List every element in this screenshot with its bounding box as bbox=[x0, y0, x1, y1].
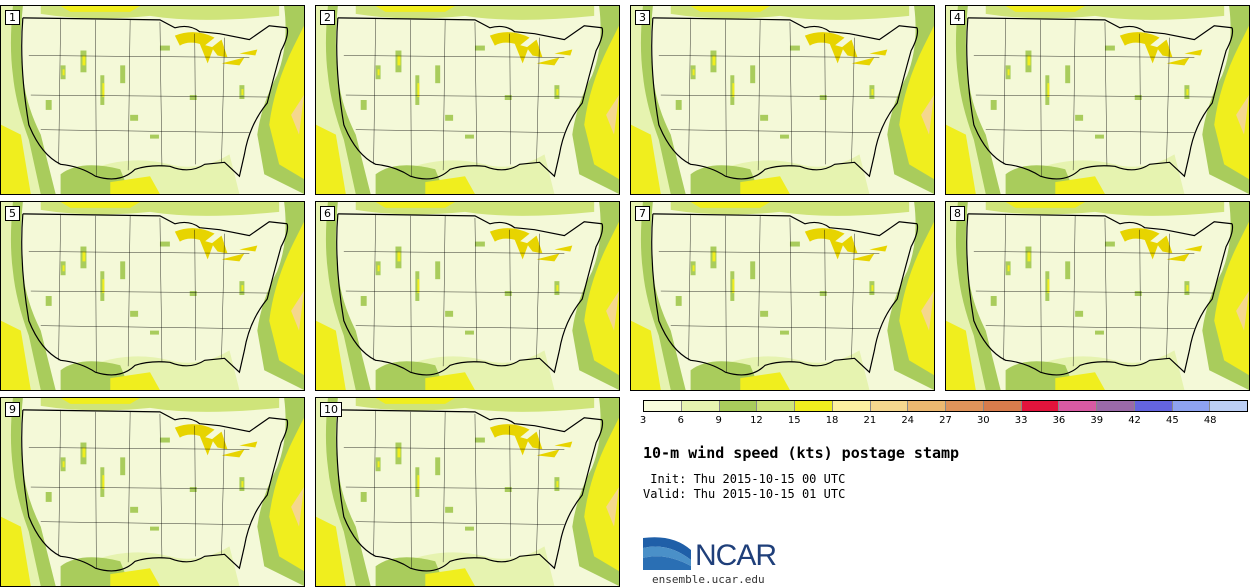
stamp-panel-4: 4 bbox=[945, 5, 1250, 195]
colorbar-tick-label: 42 bbox=[1128, 415, 1141, 426]
colorbar-segment bbox=[831, 401, 870, 411]
ensemble-url: ensemble.ucar.edu bbox=[652, 573, 765, 586]
colorbar-segment bbox=[907, 401, 945, 411]
colorbar-segment bbox=[1133, 401, 1172, 411]
member-label: 3 bbox=[635, 10, 650, 25]
wind-speed-map bbox=[1, 202, 304, 390]
colorbar-tick-label: 3 bbox=[639, 415, 647, 426]
ncar-logo-text: NCAR bbox=[695, 539, 777, 572]
member-label: 7 bbox=[635, 206, 650, 221]
colorbar-segment bbox=[1171, 401, 1210, 411]
colorbar-segment bbox=[718, 401, 757, 411]
wind-speed-map bbox=[316, 6, 619, 194]
colorbar-tick-label: 36 bbox=[1052, 415, 1066, 426]
colorbar-tick-label: 21 bbox=[863, 415, 877, 426]
stamp-panel-2: 2 bbox=[315, 5, 620, 195]
colorbar-segment bbox=[869, 401, 908, 411]
init-time: Init: Thu 2015-10-15 00 UTC bbox=[643, 472, 846, 486]
colorbar-tick-label: 45 bbox=[1166, 415, 1179, 426]
colorbar-tick-label: 12 bbox=[750, 415, 763, 426]
ncar-logo-icon bbox=[643, 537, 691, 570]
colorbar-segment bbox=[1209, 401, 1247, 411]
member-label: 8 bbox=[950, 206, 965, 221]
stamp-panel-8: 8 bbox=[945, 201, 1250, 391]
stamp-panel-9: 9 bbox=[0, 397, 305, 587]
colorbar-segment bbox=[945, 401, 983, 411]
member-label: 4 bbox=[950, 10, 965, 25]
member-label: 6 bbox=[320, 206, 335, 221]
colorbar-tick-label: 27 bbox=[939, 415, 952, 426]
colorbar-tick-label: 9 bbox=[715, 415, 722, 426]
colorbar-segment bbox=[756, 401, 794, 411]
colorbar-segment bbox=[1020, 401, 1059, 411]
member-label: 9 bbox=[5, 402, 20, 417]
member-label: 5 bbox=[5, 206, 20, 221]
colorbar-segment bbox=[982, 401, 1021, 411]
colorbar-tick-label: 15 bbox=[787, 415, 801, 426]
valid-time: Valid: Thu 2015-10-15 01 UTC bbox=[643, 487, 846, 501]
wind-speed-map bbox=[1, 398, 304, 586]
wind-speed-map bbox=[316, 398, 619, 586]
colorbar-tick-label: 39 bbox=[1090, 415, 1104, 426]
member-label: 2 bbox=[320, 10, 335, 25]
member-label: 10 bbox=[320, 402, 342, 417]
stamp-panel-7: 7 bbox=[630, 201, 935, 391]
colorbar-segment bbox=[644, 401, 681, 411]
wind-speed-map bbox=[946, 202, 1249, 390]
stamp-panel-5: 5 bbox=[0, 201, 305, 391]
colorbar-tick-label: 33 bbox=[1014, 415, 1028, 426]
stamp-panel-1: 1 bbox=[0, 5, 305, 195]
wind-speed-map bbox=[631, 6, 934, 194]
stamp-panel-10: 10 bbox=[315, 397, 620, 587]
colorbar-tick-label: 18 bbox=[825, 415, 839, 426]
colorbar-ticks: 3 6 9 12 15 18 21 24 27 30 33 36 39 42 45 48 bbox=[639, 415, 1248, 429]
colorbar bbox=[643, 400, 1248, 412]
colorbar-segment bbox=[1096, 401, 1134, 411]
member-label: 1 bbox=[5, 10, 20, 25]
colorbar-tick-label: 24 bbox=[901, 415, 915, 426]
wind-speed-map bbox=[1, 6, 304, 194]
colorbar-segment bbox=[1058, 401, 1096, 411]
stamp-panel-6: 6 bbox=[315, 201, 620, 391]
chart-title: 10-m wind speed (kts) postage stamp bbox=[643, 444, 960, 462]
colorbar-segment bbox=[680, 401, 719, 411]
colorbar-segment bbox=[794, 401, 832, 411]
stamp-panel-3: 3 bbox=[630, 5, 935, 195]
colorbar-tick-label: 6 bbox=[677, 415, 684, 426]
wind-speed-map bbox=[631, 202, 934, 390]
wind-speed-map bbox=[946, 6, 1249, 194]
colorbar-tick-label: 48 bbox=[1203, 415, 1217, 426]
wind-speed-map bbox=[316, 202, 619, 390]
colorbar-tick-label: 30 bbox=[976, 415, 990, 426]
